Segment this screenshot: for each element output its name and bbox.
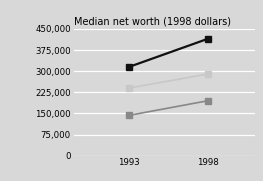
Text: Median net worth (1998 dollars): Median net worth (1998 dollars) bbox=[74, 17, 231, 27]
